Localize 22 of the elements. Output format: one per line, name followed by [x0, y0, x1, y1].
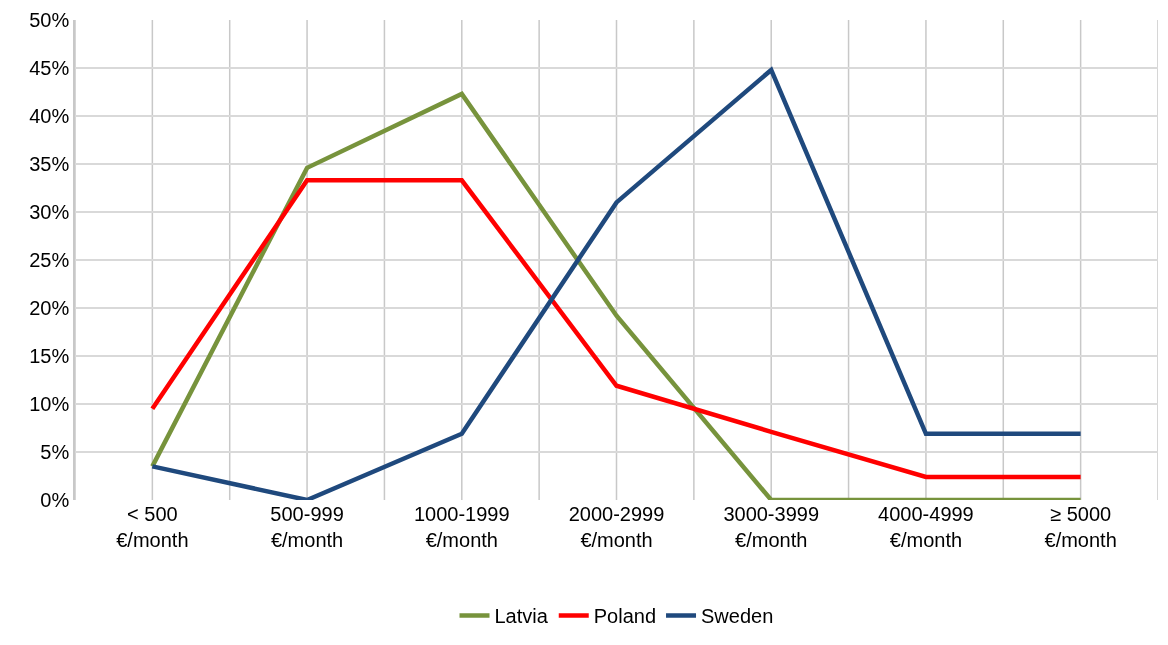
- y-tick-label: 50%: [29, 9, 70, 31]
- y-tick-label: 40%: [29, 105, 70, 127]
- x-tick-label: 1000-1999 €/month: [413, 503, 510, 551]
- y-tick-label: 15%: [29, 345, 70, 367]
- y-tick-label: 30%: [29, 201, 70, 223]
- line-series: [150, 178, 1083, 480]
- legend-label: Poland: [593, 605, 657, 628]
- y-tick-label: 5%: [40, 441, 70, 463]
- y-tick-label: 20%: [29, 297, 70, 319]
- y-tick-label: 10%: [29, 393, 70, 415]
- legend-label: Latvia: [494, 605, 549, 628]
- legend-label: Sweden: [701, 605, 774, 628]
- y-tick-label: 45%: [29, 57, 70, 79]
- x-tick-label: 4000-4999 €/month: [878, 503, 974, 551]
- x-tick-label: 500-999 €/month: [270, 503, 344, 551]
- x-tick-label: 3000-3999 €/month: [723, 503, 820, 551]
- y-tick-label: 0%: [40, 489, 70, 511]
- x-tick-label: 2000-2999 €/month: [568, 503, 665, 551]
- x-tick-label: ≥ 5000 €/month: [1044, 503, 1117, 551]
- x-tick-label: < 500 €/month: [116, 503, 189, 551]
- y-tick-label: 35%: [29, 153, 70, 175]
- y-tick-label: 25%: [29, 249, 70, 271]
